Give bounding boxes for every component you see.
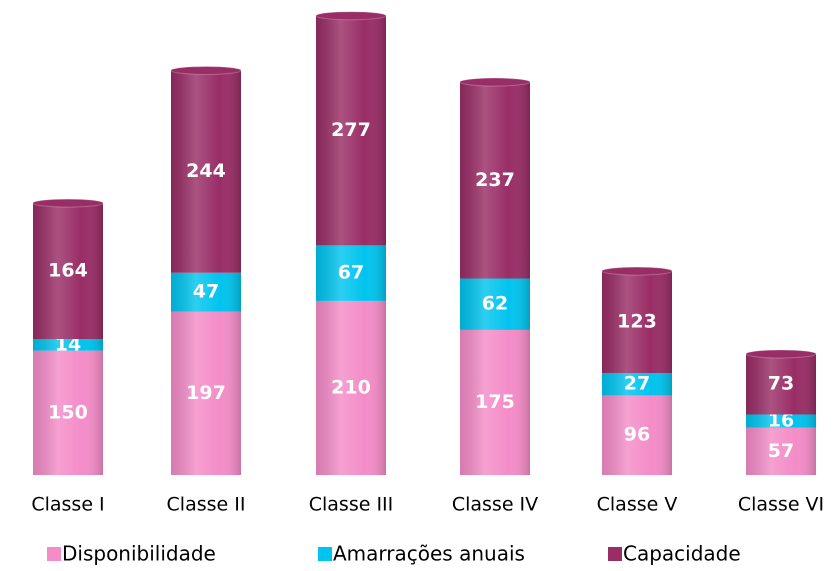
legend-swatch <box>318 547 332 561</box>
data-label: 197 <box>186 382 226 404</box>
data-label: 16 <box>768 410 794 432</box>
data-label: 175 <box>475 391 515 413</box>
bar-shade <box>460 82 530 279</box>
bar-shade <box>460 278 530 330</box>
bar-shade <box>746 414 816 428</box>
data-label: 237 <box>475 169 515 191</box>
cylinder-top <box>601 266 673 276</box>
data-label: 123 <box>617 311 657 333</box>
bar-shade <box>316 15 386 246</box>
cylinder-top <box>459 77 531 87</box>
cylinder-top <box>745 349 817 359</box>
data-label: 96 <box>624 424 650 446</box>
x-tick-label: Classe V <box>597 494 678 516</box>
data-label: 67 <box>338 262 364 284</box>
bar-shade <box>171 70 241 273</box>
cylinder-top <box>32 198 104 208</box>
bar-shade <box>602 373 672 396</box>
data-label: 47 <box>193 281 219 303</box>
data-label: 164 <box>48 260 88 282</box>
x-tick-label: Classe VI <box>738 494 824 516</box>
data-label: 27 <box>624 373 650 395</box>
bar-shade <box>746 427 816 475</box>
bar-shade <box>171 311 241 475</box>
bar-shade <box>746 353 816 415</box>
bar-shade <box>602 395 672 475</box>
cylinder-top <box>315 11 387 21</box>
data-label: 57 <box>768 440 794 462</box>
x-tick-label: Classe III <box>309 494 394 516</box>
data-label: 277 <box>331 119 371 141</box>
data-label: 244 <box>186 160 226 182</box>
bar-shade <box>33 339 103 351</box>
bar-shade <box>171 272 241 312</box>
data-label: 150 <box>48 401 88 423</box>
x-tick-label: Classe I <box>31 494 104 516</box>
data-label: 73 <box>768 373 794 395</box>
bar-shade <box>33 203 103 340</box>
legend-swatch <box>47 547 61 561</box>
legend-label: Amarrações anuais <box>333 542 525 566</box>
x-tick-label: Classe IV <box>452 494 538 516</box>
legend-swatch <box>608 547 622 561</box>
data-label: 210 <box>331 376 371 398</box>
bar-shade <box>602 271 672 374</box>
legend-label: Capacidade <box>623 542 741 566</box>
bar-shade <box>316 300 386 475</box>
x-tick-label: Classe II <box>167 494 246 516</box>
legend-label: Disponibilidade <box>62 542 216 566</box>
bar-shade <box>316 245 386 301</box>
data-label: 62 <box>482 293 508 315</box>
cylinder-top <box>170 65 242 75</box>
bar-shade <box>460 329 530 475</box>
bar-shade <box>33 350 103 475</box>
